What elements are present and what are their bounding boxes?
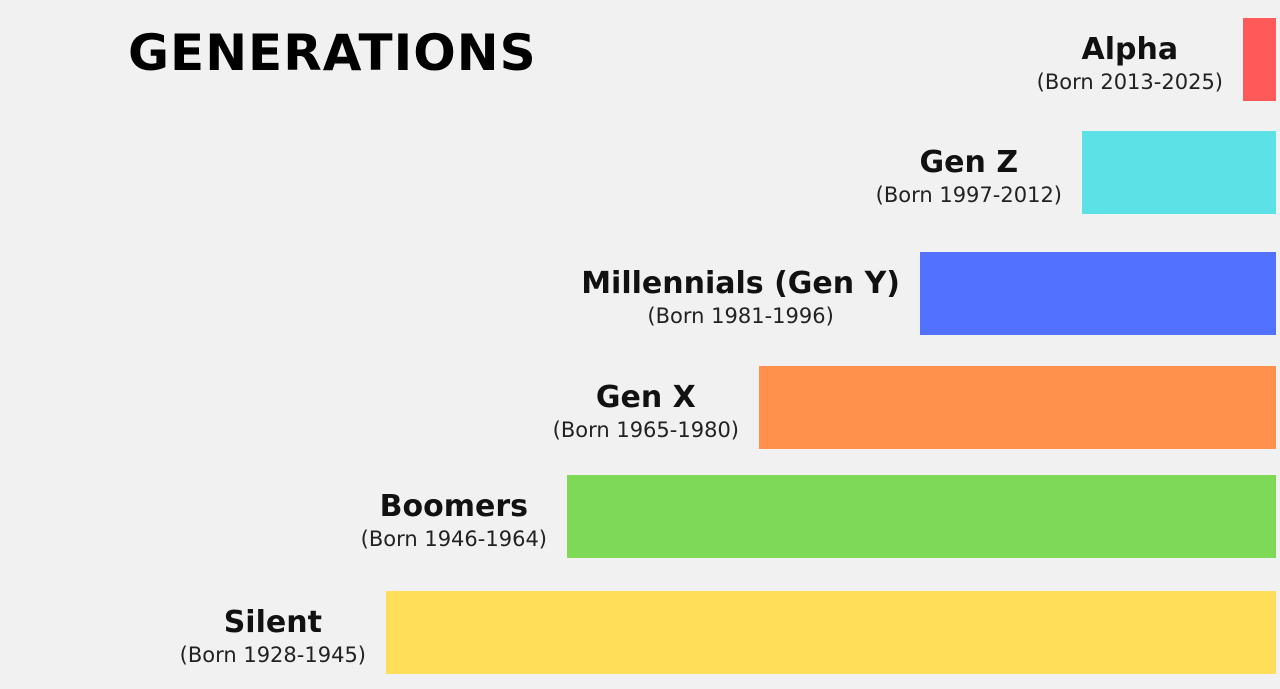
generation-name: Silent: [223, 605, 322, 640]
generation-name: Gen X: [595, 380, 696, 415]
bar-label: Gen X (Born 1965-1980): [553, 380, 739, 444]
generation-name: Alpha: [1081, 32, 1179, 67]
bar-label: Boomers (Born 1946-1964): [361, 489, 547, 553]
bar-silent: [386, 591, 1276, 674]
birth-range-label: (Born 1946-1964): [360, 527, 547, 551]
bar-millennials-gen-y: [920, 252, 1276, 335]
bar-gen-x: [759, 366, 1276, 449]
generation-name: Millennials (Gen Y): [581, 266, 900, 301]
bar-label: Silent (Born 1928-1945): [180, 605, 366, 669]
birth-range-label: (Born 1965-1980): [552, 418, 739, 442]
generation-name: Boomers: [379, 489, 528, 524]
bar-boomers: [567, 475, 1276, 558]
bar-alpha: [1243, 18, 1276, 101]
generation-name: Gen Z: [919, 145, 1019, 180]
birth-range-label: (Born 2013-2025): [1036, 70, 1223, 94]
bar-label: Gen Z (Born 1997-2012): [876, 145, 1062, 209]
bar-label: Alpha (Born 2013-2025): [1037, 32, 1223, 96]
chart-title: GENERATIONS: [128, 24, 537, 82]
birth-range-label: (Born 1928-1945): [179, 643, 366, 667]
bar-gen-z: [1082, 131, 1276, 214]
birth-range-label: (Born 1981-1996): [647, 304, 834, 328]
birth-range-label: (Born 1997-2012): [875, 183, 1062, 207]
bar-label: Millennials (Gen Y) (Born 1981-1996): [581, 266, 900, 330]
